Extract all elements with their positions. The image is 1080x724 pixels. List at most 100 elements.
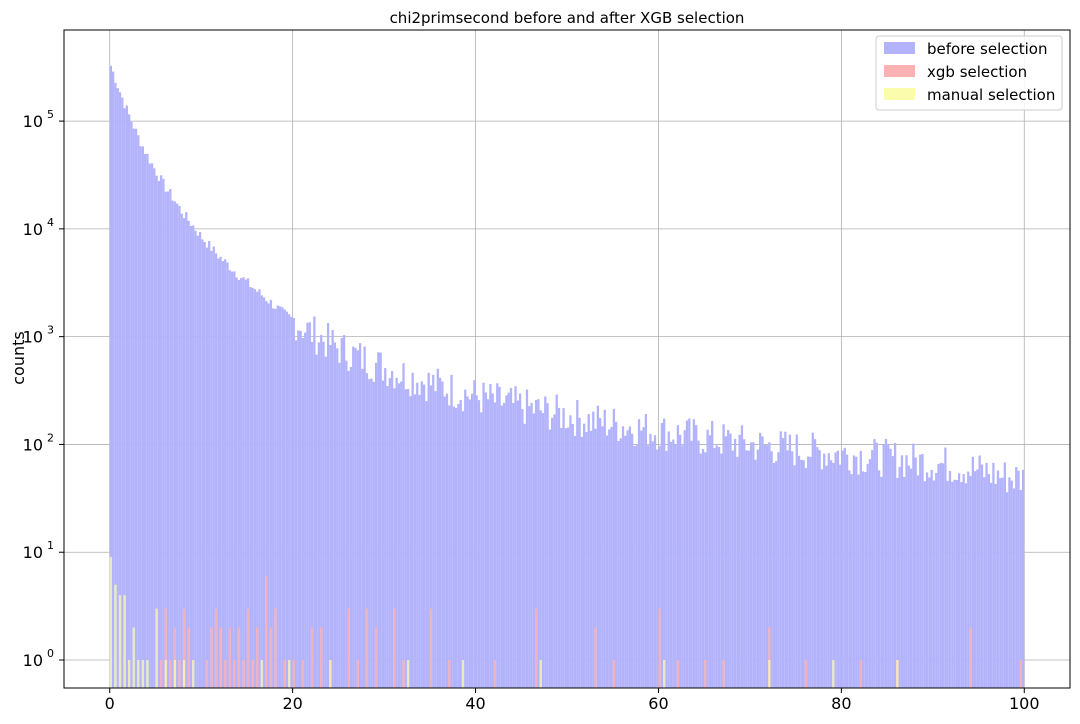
x-tick-label: 40 (465, 694, 485, 713)
bar-before-selection (827, 453, 830, 688)
bar-before-selection (404, 389, 407, 688)
bar-before-selection (194, 230, 197, 688)
bar-before-selection (150, 163, 154, 688)
bar-before-selection (402, 363, 405, 688)
bar-xgb-selection (676, 660, 680, 688)
bar-before-selection (791, 451, 794, 688)
bar-before-selection (768, 442, 771, 688)
bar-xgb-selection (448, 660, 451, 688)
bar-before-selection (944, 447, 947, 688)
bar-manual-selection (173, 660, 177, 688)
bar-before-selection (941, 463, 945, 688)
bar-before-selection (390, 371, 394, 688)
bar-before-selection (505, 395, 508, 688)
bar-before-selection (317, 342, 321, 688)
bar-xgb-selection (178, 660, 181, 688)
bar-before-selection (281, 307, 284, 688)
bar-manual-selection (132, 627, 135, 688)
bar-manual-selection (118, 595, 122, 688)
bar-before-selection (292, 318, 295, 688)
bar-before-selection (1003, 462, 1006, 688)
bar-before-selection (740, 425, 744, 688)
bar-manual-selection (768, 660, 771, 688)
y-tick-exponent: 5 (47, 108, 54, 121)
bar-before-selection (372, 381, 375, 688)
bar-before-selection (320, 334, 323, 688)
bar-before-selection (516, 400, 519, 688)
bar-xgb-selection (173, 627, 177, 688)
bar-before-selection (560, 427, 563, 688)
bar-before-selection (544, 396, 547, 688)
bar-before-selection (683, 430, 686, 688)
bar-before-selection (1010, 480, 1013, 688)
bar-manual-selection (109, 557, 113, 688)
bar-before-selection (704, 452, 707, 688)
bar-before-selection (656, 449, 659, 688)
bar-before-selection (384, 367, 387, 688)
bar-before-selection (411, 372, 414, 688)
bar-before-selection (553, 414, 556, 688)
bar-before-selection (345, 360, 348, 688)
bar-before-selection (644, 414, 648, 688)
y-axis-label: counts (9, 331, 28, 384)
bar-before-selection (285, 311, 289, 688)
bar-xgb-selection (169, 660, 172, 688)
bar-before-selection (978, 455, 981, 688)
bar-before-selection (109, 65, 113, 689)
bar-before-selection (155, 175, 158, 688)
bar-before-selection (315, 354, 318, 688)
bar-before-selection (738, 434, 741, 688)
bar-before-selection (198, 232, 202, 689)
bar-before-selection (258, 289, 261, 688)
bar-before-selection (185, 212, 188, 688)
bar-before-selection (212, 246, 215, 688)
bar-before-selection (793, 465, 796, 688)
bar-before-selection (777, 452, 780, 688)
bar-before-selection (729, 433, 732, 688)
bar-before-selection (489, 384, 492, 688)
bar-before-selection (889, 448, 892, 688)
legend-swatch (884, 88, 915, 100)
bar-before-selection (400, 381, 403, 688)
bar-before-selection (347, 371, 350, 688)
bar-before-selection (450, 374, 453, 688)
bar-before-selection (464, 389, 467, 688)
bar-before-selection (114, 82, 117, 688)
bar-manual-selection (539, 660, 542, 688)
bar-before-selection (210, 250, 213, 688)
bar-xgb-selection (722, 660, 725, 688)
bar-before-selection (957, 473, 961, 688)
bar-before-selection (736, 456, 739, 688)
bar-before-selection (825, 465, 828, 688)
bar-before-selection (765, 445, 769, 688)
bar-before-selection (722, 424, 725, 688)
bar-before-selection (720, 453, 723, 688)
y-tick-exponent: 3 (47, 324, 54, 337)
bar-manual-selection (663, 660, 666, 688)
bar-before-selection (1021, 469, 1025, 688)
bar-before-selection (882, 444, 885, 688)
bar-xgb-selection (859, 660, 862, 688)
bar-before-selection (308, 322, 311, 688)
bar-before-selection (468, 399, 471, 688)
bar-before-selection (836, 450, 840, 688)
bar-before-selection (679, 434, 682, 688)
bar-before-selection (877, 470, 881, 688)
bar-before-selection (989, 482, 993, 688)
bar-before-selection (971, 456, 974, 688)
bar-before-selection (731, 450, 734, 688)
bar-xgb-selection (224, 660, 227, 688)
bar-before-selection (546, 403, 549, 688)
bar-before-selection (253, 289, 257, 688)
bar-before-selection (324, 356, 327, 688)
bar-manual-selection (329, 660, 332, 688)
bar-before-selection (528, 406, 531, 688)
bar-xgb-selection (393, 608, 396, 688)
bar-before-selection (692, 419, 696, 688)
bar-before-selection (233, 271, 236, 688)
bar-before-selection (276, 305, 279, 688)
bar-before-selection (370, 378, 373, 688)
bar-before-selection (925, 472, 929, 688)
bar-before-selection (953, 479, 956, 688)
y-tick-label: 10 (23, 543, 43, 562)
